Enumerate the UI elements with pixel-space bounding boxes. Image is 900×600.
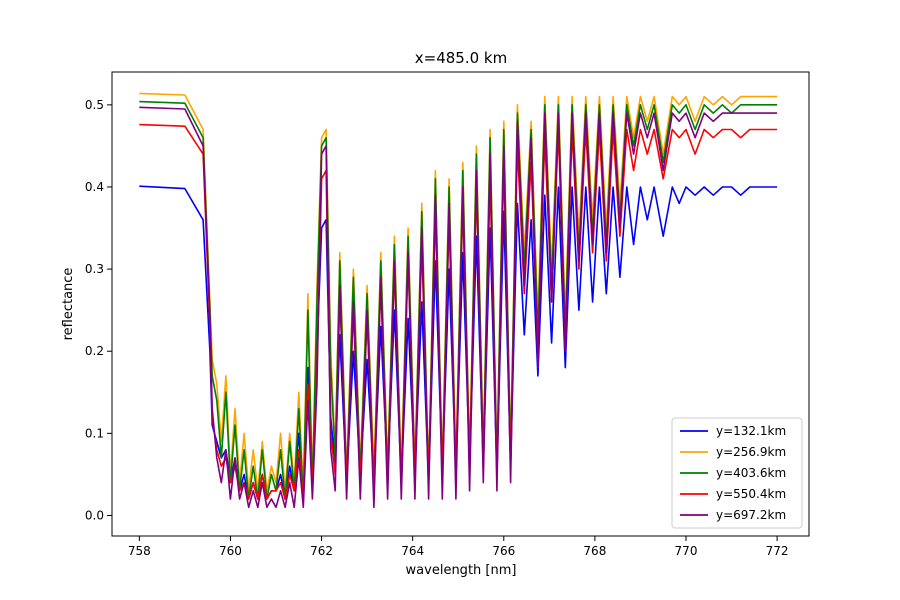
x-tick-label: 768	[583, 544, 606, 558]
x-tick-label: 772	[766, 544, 789, 558]
y-tick-label: 0.3	[85, 262, 104, 276]
legend-box	[671, 417, 803, 529]
x-tick-label: 762	[310, 544, 333, 558]
x-tick-label: 766	[492, 544, 515, 558]
x-tick-label: 760	[219, 544, 242, 558]
legend-label-4: y=550.4km	[716, 487, 786, 501]
y-tick-label: 0.4	[85, 180, 104, 194]
x-axis-ticks: 758 760 762 764 766 768 770 772	[128, 536, 789, 558]
y-tick-label: 0.1	[85, 426, 104, 440]
chart-title: x=485.0 km	[415, 49, 507, 67]
y-tick-label: 0.2	[85, 344, 104, 358]
series-line-3	[139, 100, 778, 500]
plot-area	[139, 92, 778, 509]
legend-label-2: y=256.9km	[716, 445, 786, 459]
series-line-5	[139, 106, 778, 509]
y-axis-ticks: 0.0 0.1 0.2 0.3 0.4 0.5	[85, 98, 112, 522]
x-tick-label: 764	[401, 544, 424, 558]
legend-label-3: y=403.6km	[716, 466, 786, 480]
y-tick-label: 0.5	[85, 98, 104, 112]
plot-frame	[111, 71, 810, 537]
y-axis-label: reflectance	[61, 268, 76, 341]
x-axis-label: wavelength [nm]	[406, 563, 517, 578]
x-tick-label: 770	[675, 544, 698, 558]
legend: y=132.1km y=256.9km y=403.6km y=550.4km y=69…	[671, 417, 803, 529]
x-tick-label: 758	[128, 544, 151, 558]
legend-label-1: y=132.1km	[716, 424, 786, 438]
legend-label-5: y=697.2km	[716, 508, 786, 522]
y-tick-label: 0.0	[85, 508, 104, 522]
